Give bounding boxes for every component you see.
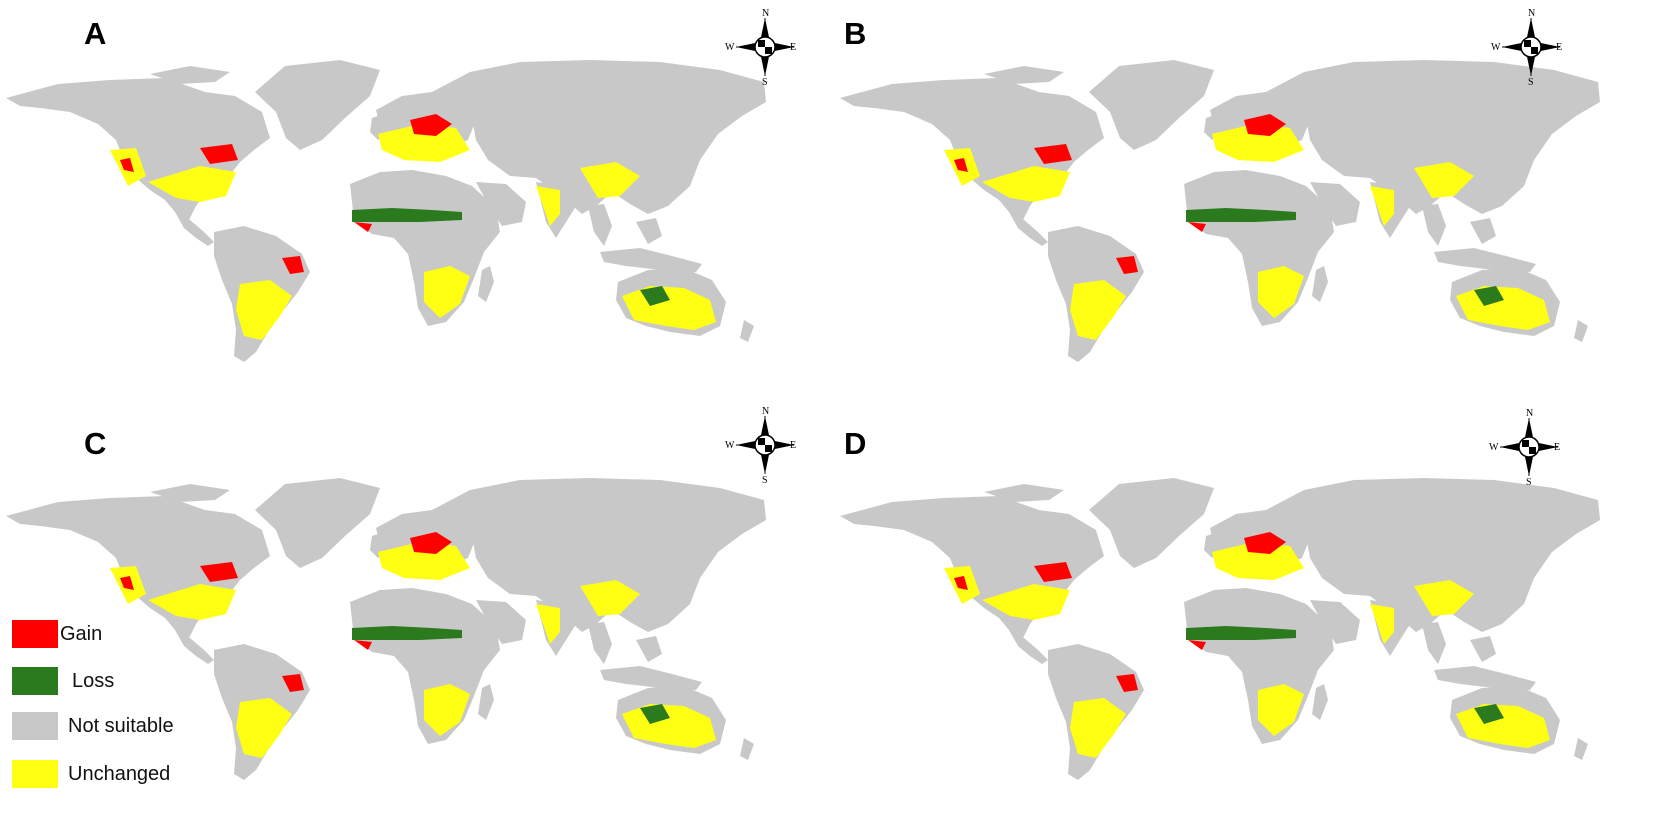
compass-west-label: W: [1489, 442, 1499, 453]
compass-east-label: E: [1556, 42, 1562, 53]
legend-swatch-unchanged: [12, 760, 58, 788]
compass-west-label: W: [725, 42, 735, 53]
compass-south-label: S: [762, 475, 768, 486]
compass-north-label: N: [1528, 8, 1535, 19]
legend-label-gain: Gain: [60, 622, 103, 645]
compass-west-label: W: [725, 440, 735, 451]
compass-east-label: E: [790, 440, 796, 451]
legend-label-unchanged: Unchanged: [68, 762, 171, 785]
map-panel-b: B N S E W: [834, 0, 1654, 410]
panel-letter-d: D: [844, 426, 867, 461]
legend-item-gain: Gain: [12, 620, 102, 648]
legend-swatch-loss: [12, 667, 58, 695]
compass-east-label: E: [1554, 442, 1560, 453]
compass-north-label: N: [762, 406, 769, 417]
panel-letter-c: C: [84, 426, 107, 461]
compass-south-label: S: [762, 77, 768, 88]
compass-rose-icon: N S E W: [1486, 404, 1572, 490]
compass-rose-icon: N S E W: [722, 4, 808, 90]
compass-south-label: S: [1528, 77, 1534, 88]
legend-swatch-gain: [12, 620, 58, 648]
legend-item-not-suitable: Not suitable: [12, 712, 174, 740]
compass-rose-icon: N S E W: [722, 402, 808, 488]
map-panel-c: C N S E W: [0, 406, 820, 820]
legend-item-unchanged: Unchanged: [12, 760, 170, 788]
map-legend: Gain Loss Not suitable Unchanged: [12, 620, 232, 790]
map-panel-d: D N S E W: [834, 408, 1654, 820]
panel-letter-a: A: [84, 16, 107, 51]
legend-label-not-suitable: Not suitable: [68, 714, 174, 737]
compass-rose-icon: N S E W: [1488, 4, 1574, 90]
compass-west-label: W: [1491, 42, 1501, 53]
compass-south-label: S: [1526, 477, 1532, 488]
legend-label-loss: Loss: [72, 669, 115, 692]
compass-east-label: E: [790, 42, 796, 53]
world-map-a: [6, 60, 766, 362]
map-panel-a: A N S E W: [0, 0, 820, 410]
legend-swatch-not-suitable: [12, 712, 58, 740]
compass-north-label: N: [762, 8, 769, 19]
panel-letter-b: B: [844, 16, 867, 51]
legend-item-loss: Loss: [12, 667, 114, 695]
compass-north-label: N: [1526, 408, 1533, 419]
